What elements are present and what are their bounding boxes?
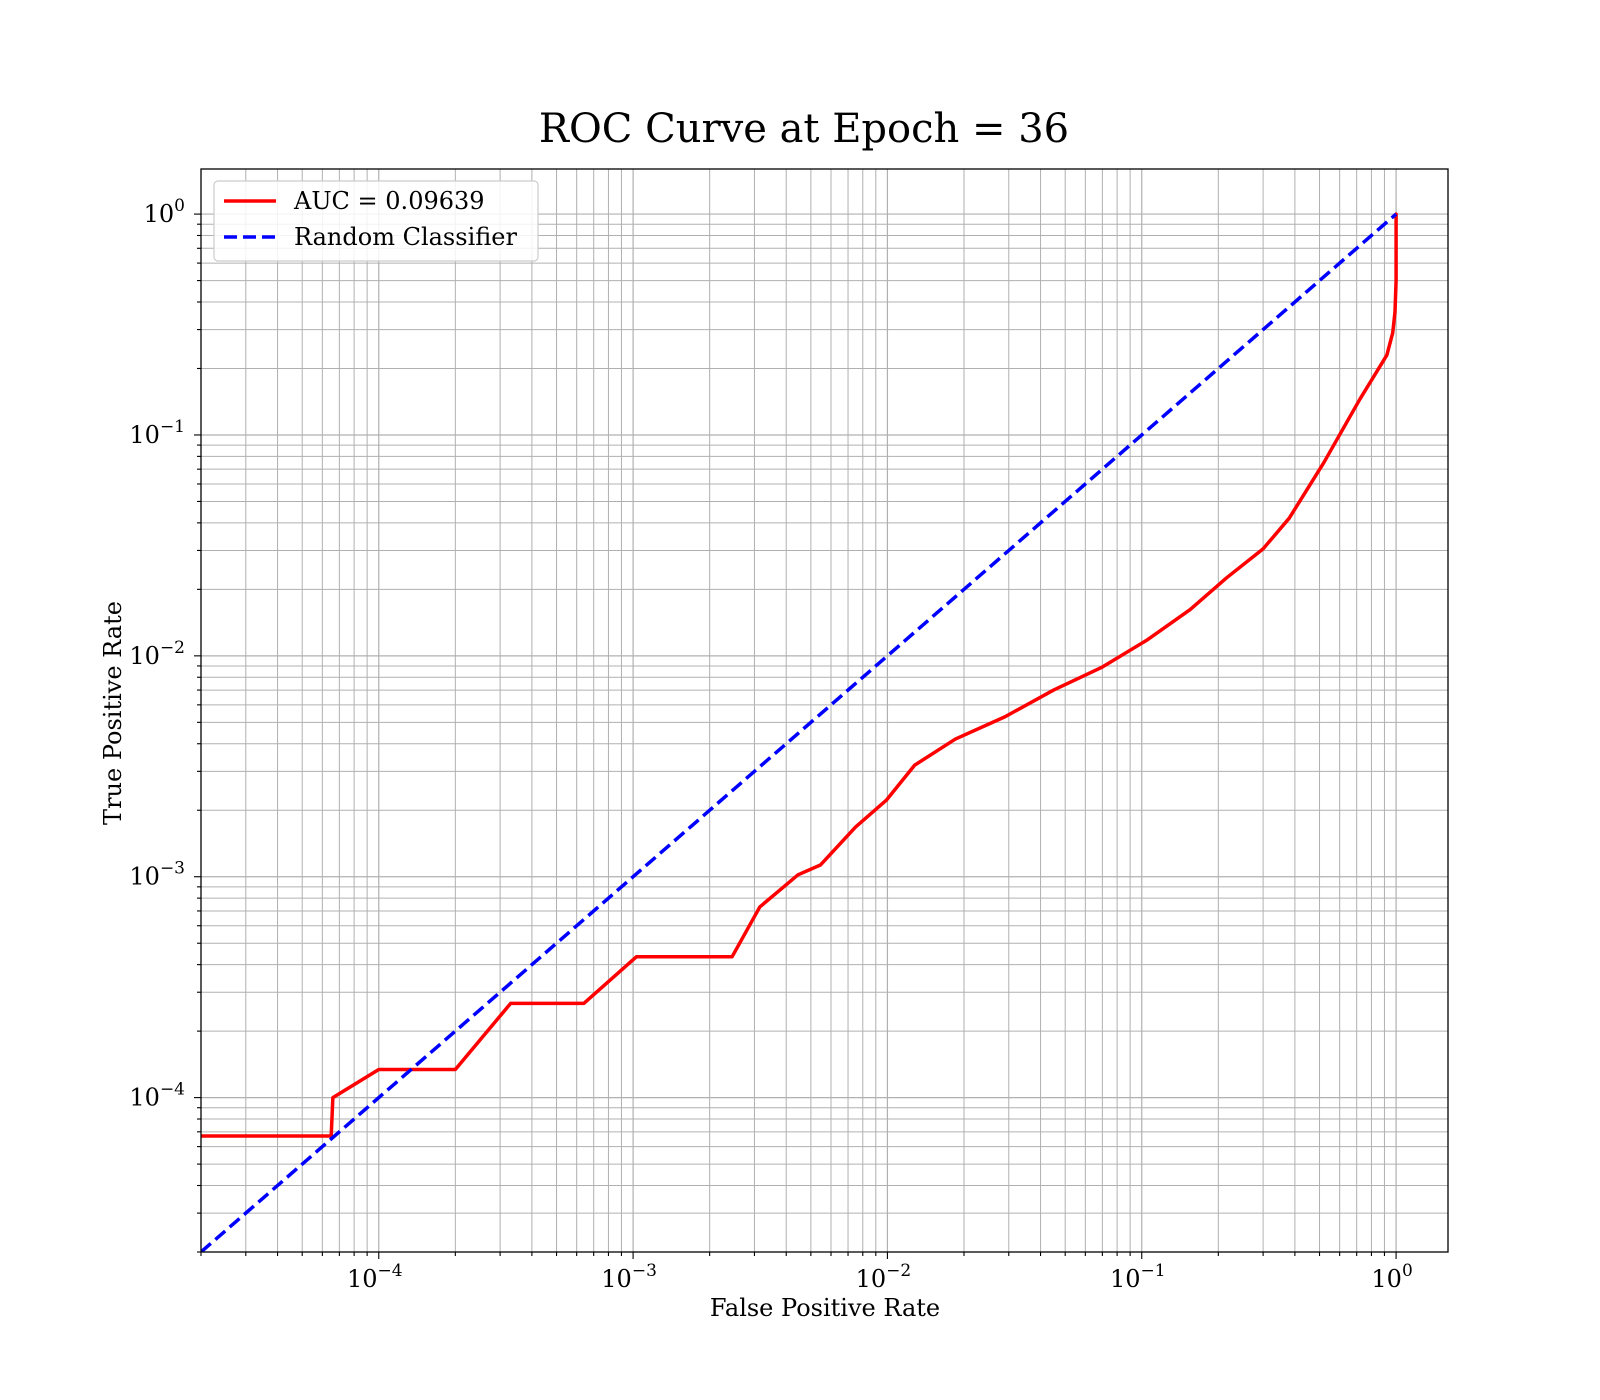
legend-label-auc: AUC = 0.09639 bbox=[293, 187, 485, 215]
x-axis-label: False Positive Rate bbox=[710, 1294, 940, 1322]
y-axis-label: True Positive Rate bbox=[99, 601, 127, 825]
random-classifier-line bbox=[201, 212, 1398, 1252]
roc-curve-line bbox=[201, 212, 1398, 1138]
y-tick-label: 10−1 bbox=[129, 417, 185, 449]
x-tick-label: 10−3 bbox=[601, 1261, 657, 1293]
y-tick-label: 10−4 bbox=[129, 1080, 185, 1112]
x-tick-label: 10−2 bbox=[856, 1261, 912, 1293]
legend-label-random: Random Classifier bbox=[294, 223, 517, 251]
y-tick-label: 100 bbox=[144, 196, 185, 228]
chart-title: ROC Curve at Epoch = 36 bbox=[539, 106, 1069, 152]
y-tick-label: 10−3 bbox=[129, 859, 185, 891]
legend-box bbox=[213, 180, 539, 262]
x-ticks: 10−4 10−3 10−2 10−1 100 bbox=[200, 1252, 1413, 1293]
y-ticks: 10−4 10−3 10−2 10−1 100 bbox=[129, 196, 201, 1253]
plot-frame bbox=[200, 168, 1449, 1253]
x-tick-label: 100 bbox=[1371, 1261, 1412, 1293]
legend: AUC = 0.09639 Random Classifier bbox=[213, 180, 539, 262]
series-lines bbox=[201, 212, 1398, 1252]
x-tick-label: 10−1 bbox=[1110, 1261, 1166, 1293]
x-tick-label: 10−4 bbox=[347, 1261, 403, 1293]
y-tick-label: 10−2 bbox=[129, 638, 185, 670]
